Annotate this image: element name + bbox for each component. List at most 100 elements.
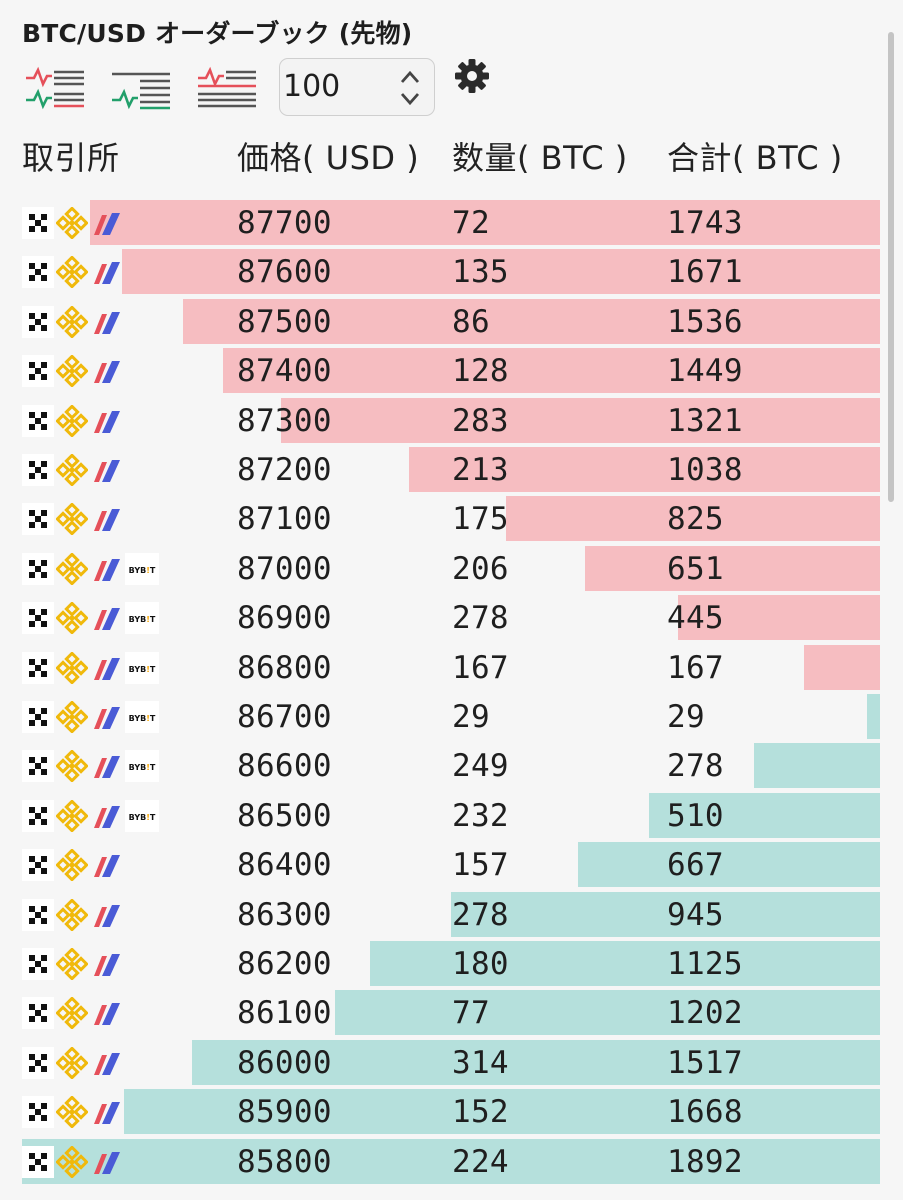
scrollbar[interactable]: [888, 32, 894, 502]
bid-row[interactable]: 86000 314 1517: [0, 1039, 903, 1085]
quantity-cell: 283: [452, 402, 509, 439]
okx-logo-icon: [22, 1046, 54, 1079]
bid-row[interactable]: 85900 152 1668: [0, 1089, 903, 1135]
quantity-cell: 128: [452, 353, 509, 390]
quantity-column-header[interactable]: 数量( BTC ): [452, 139, 628, 177]
bid-depth-bar: [754, 743, 880, 789]
bitflyer-logo-icon: [90, 849, 122, 881]
ask-row[interactable]: 87300 283 1321: [0, 397, 903, 443]
okx-logo-icon: [22, 602, 54, 635]
bid-depth-bar: [22, 1138, 880, 1184]
price-cell: 86000: [237, 1044, 332, 1081]
exchange-logos: BYB!T: [22, 749, 162, 784]
exchange-column-header[interactable]: 取引所: [22, 139, 120, 177]
price-cell: 86100: [237, 995, 332, 1032]
chevron-down-icon[interactable]: [398, 90, 422, 108]
total-cell: 1671: [667, 254, 743, 291]
quantity-cell: 224: [452, 1143, 509, 1180]
bid-row[interactable]: 86100 77 1202: [0, 990, 903, 1036]
binance-logo-icon: [55, 1046, 89, 1080]
stepper-arrows: [398, 68, 422, 108]
asks-view-button[interactable]: [196, 66, 258, 112]
asks-view-icon: [198, 66, 256, 108]
binance-logo-icon: [55, 996, 89, 1031]
binance-logo-icon: [55, 305, 89, 339]
ask-row[interactable]: 87500 86 1536: [0, 298, 903, 344]
ask-row[interactable]: BYB!T 86800 167 167: [0, 644, 903, 690]
total-cell: 278: [667, 748, 724, 785]
bid-row[interactable]: BYB!T 86700 29 29: [0, 694, 903, 739]
svg-text:BYB!T: BYB!T: [129, 763, 156, 772]
quantity-cell: 77: [452, 995, 490, 1032]
ask-row[interactable]: BYB!T 87000 206 651: [0, 545, 903, 591]
bids-view-button[interactable]: [110, 66, 172, 112]
price-step-value[interactable]: 100: [283, 69, 341, 104]
quantity-cell: 232: [452, 797, 509, 834]
exchange-logos: [22, 1144, 162, 1179]
price-cell: 87100: [237, 501, 332, 538]
total-cell: 667: [667, 847, 724, 884]
exchange-logos: [22, 947, 162, 981]
quantity-cell: 152: [452, 1094, 509, 1131]
total-column-header[interactable]: 合計( BTC ): [667, 139, 843, 177]
total-cell: 1038: [667, 452, 743, 488]
bybit-logo-icon: BYB!T: [125, 750, 159, 783]
svg-text:BYB!T: BYB!T: [129, 714, 156, 723]
binance-logo-icon: [55, 354, 89, 388]
both-view-button[interactable]: [24, 66, 86, 112]
ask-row[interactable]: 87200 213 1038: [0, 447, 903, 492]
orderbook-toolbar: 100: [22, 58, 522, 116]
ask-depth-bar: [90, 200, 880, 245]
bid-row[interactable]: 86300 278 945: [0, 891, 903, 937]
bitflyer-logo-icon: [90, 602, 122, 634]
ask-row[interactable]: 87400 128 1449: [0, 348, 903, 394]
binance-logo-icon: [55, 700, 89, 734]
total-cell: 825: [667, 501, 724, 538]
svg-text:BYB!T: BYB!T: [129, 813, 156, 822]
exchange-logos: [22, 848, 162, 882]
total-cell: 1125: [667, 946, 743, 982]
exchange-logos: BYB!T: [22, 552, 162, 586]
ask-depth-bar: [804, 644, 880, 690]
bitflyer-logo-icon: [90, 405, 122, 437]
okx-logo-icon: [22, 701, 54, 733]
price-column-header[interactable]: 価格( USD ): [237, 139, 420, 177]
bitflyer-logo-icon: [90, 1096, 122, 1128]
exchange-logos: BYB!T: [22, 700, 162, 734]
price-cell: 86200: [237, 946, 332, 982]
exchange-logos: [22, 453, 162, 487]
quantity-cell: 278: [452, 896, 509, 933]
ask-row[interactable]: 87100 175 825: [0, 496, 903, 542]
svg-text:BYB!T: BYB!T: [129, 615, 156, 624]
ask-depth-bar: [678, 595, 880, 641]
price-cell: 87500: [237, 303, 332, 340]
ask-row[interactable]: 87600 135 1671: [0, 249, 903, 295]
bid-row[interactable]: BYB!T 86600 249 278: [0, 743, 903, 789]
okx-logo-icon: [22, 997, 54, 1030]
bid-row[interactable]: 86200 180 1125: [0, 941, 903, 986]
bid-row[interactable]: 86400 157 667: [0, 842, 903, 888]
ask-depth-bar: [506, 496, 880, 542]
bitflyer-logo-icon: [90, 800, 122, 832]
binance-logo-icon: [55, 502, 89, 537]
okx-logo-icon: [22, 898, 54, 931]
price-cell: 86300: [237, 896, 332, 933]
binance-logo-icon: [55, 453, 89, 487]
quantity-cell: 157: [452, 847, 509, 884]
bybit-logo-icon: BYB!T: [125, 701, 159, 733]
okx-logo-icon: [22, 948, 54, 980]
gear-icon[interactable]: [454, 58, 490, 94]
price-step-stepper[interactable]: 100: [279, 58, 435, 116]
total-cell: 1743: [667, 205, 743, 241]
binance-logo-icon: [55, 947, 89, 981]
bitflyer-logo-icon: [90, 652, 122, 684]
total-cell: 1517: [667, 1044, 743, 1081]
binance-logo-icon: [55, 749, 89, 784]
quantity-cell: 72: [452, 205, 490, 241]
bid-row[interactable]: BYB!T 86500 232 510: [0, 792, 903, 838]
chevron-up-icon[interactable]: [398, 68, 422, 86]
bitflyer-logo-icon: [90, 454, 122, 486]
ask-row[interactable]: 87700 72 1743: [0, 200, 903, 245]
ask-row[interactable]: BYB!T 86900 278 445: [0, 595, 903, 641]
bid-row[interactable]: 85800 224 1892: [0, 1138, 903, 1184]
